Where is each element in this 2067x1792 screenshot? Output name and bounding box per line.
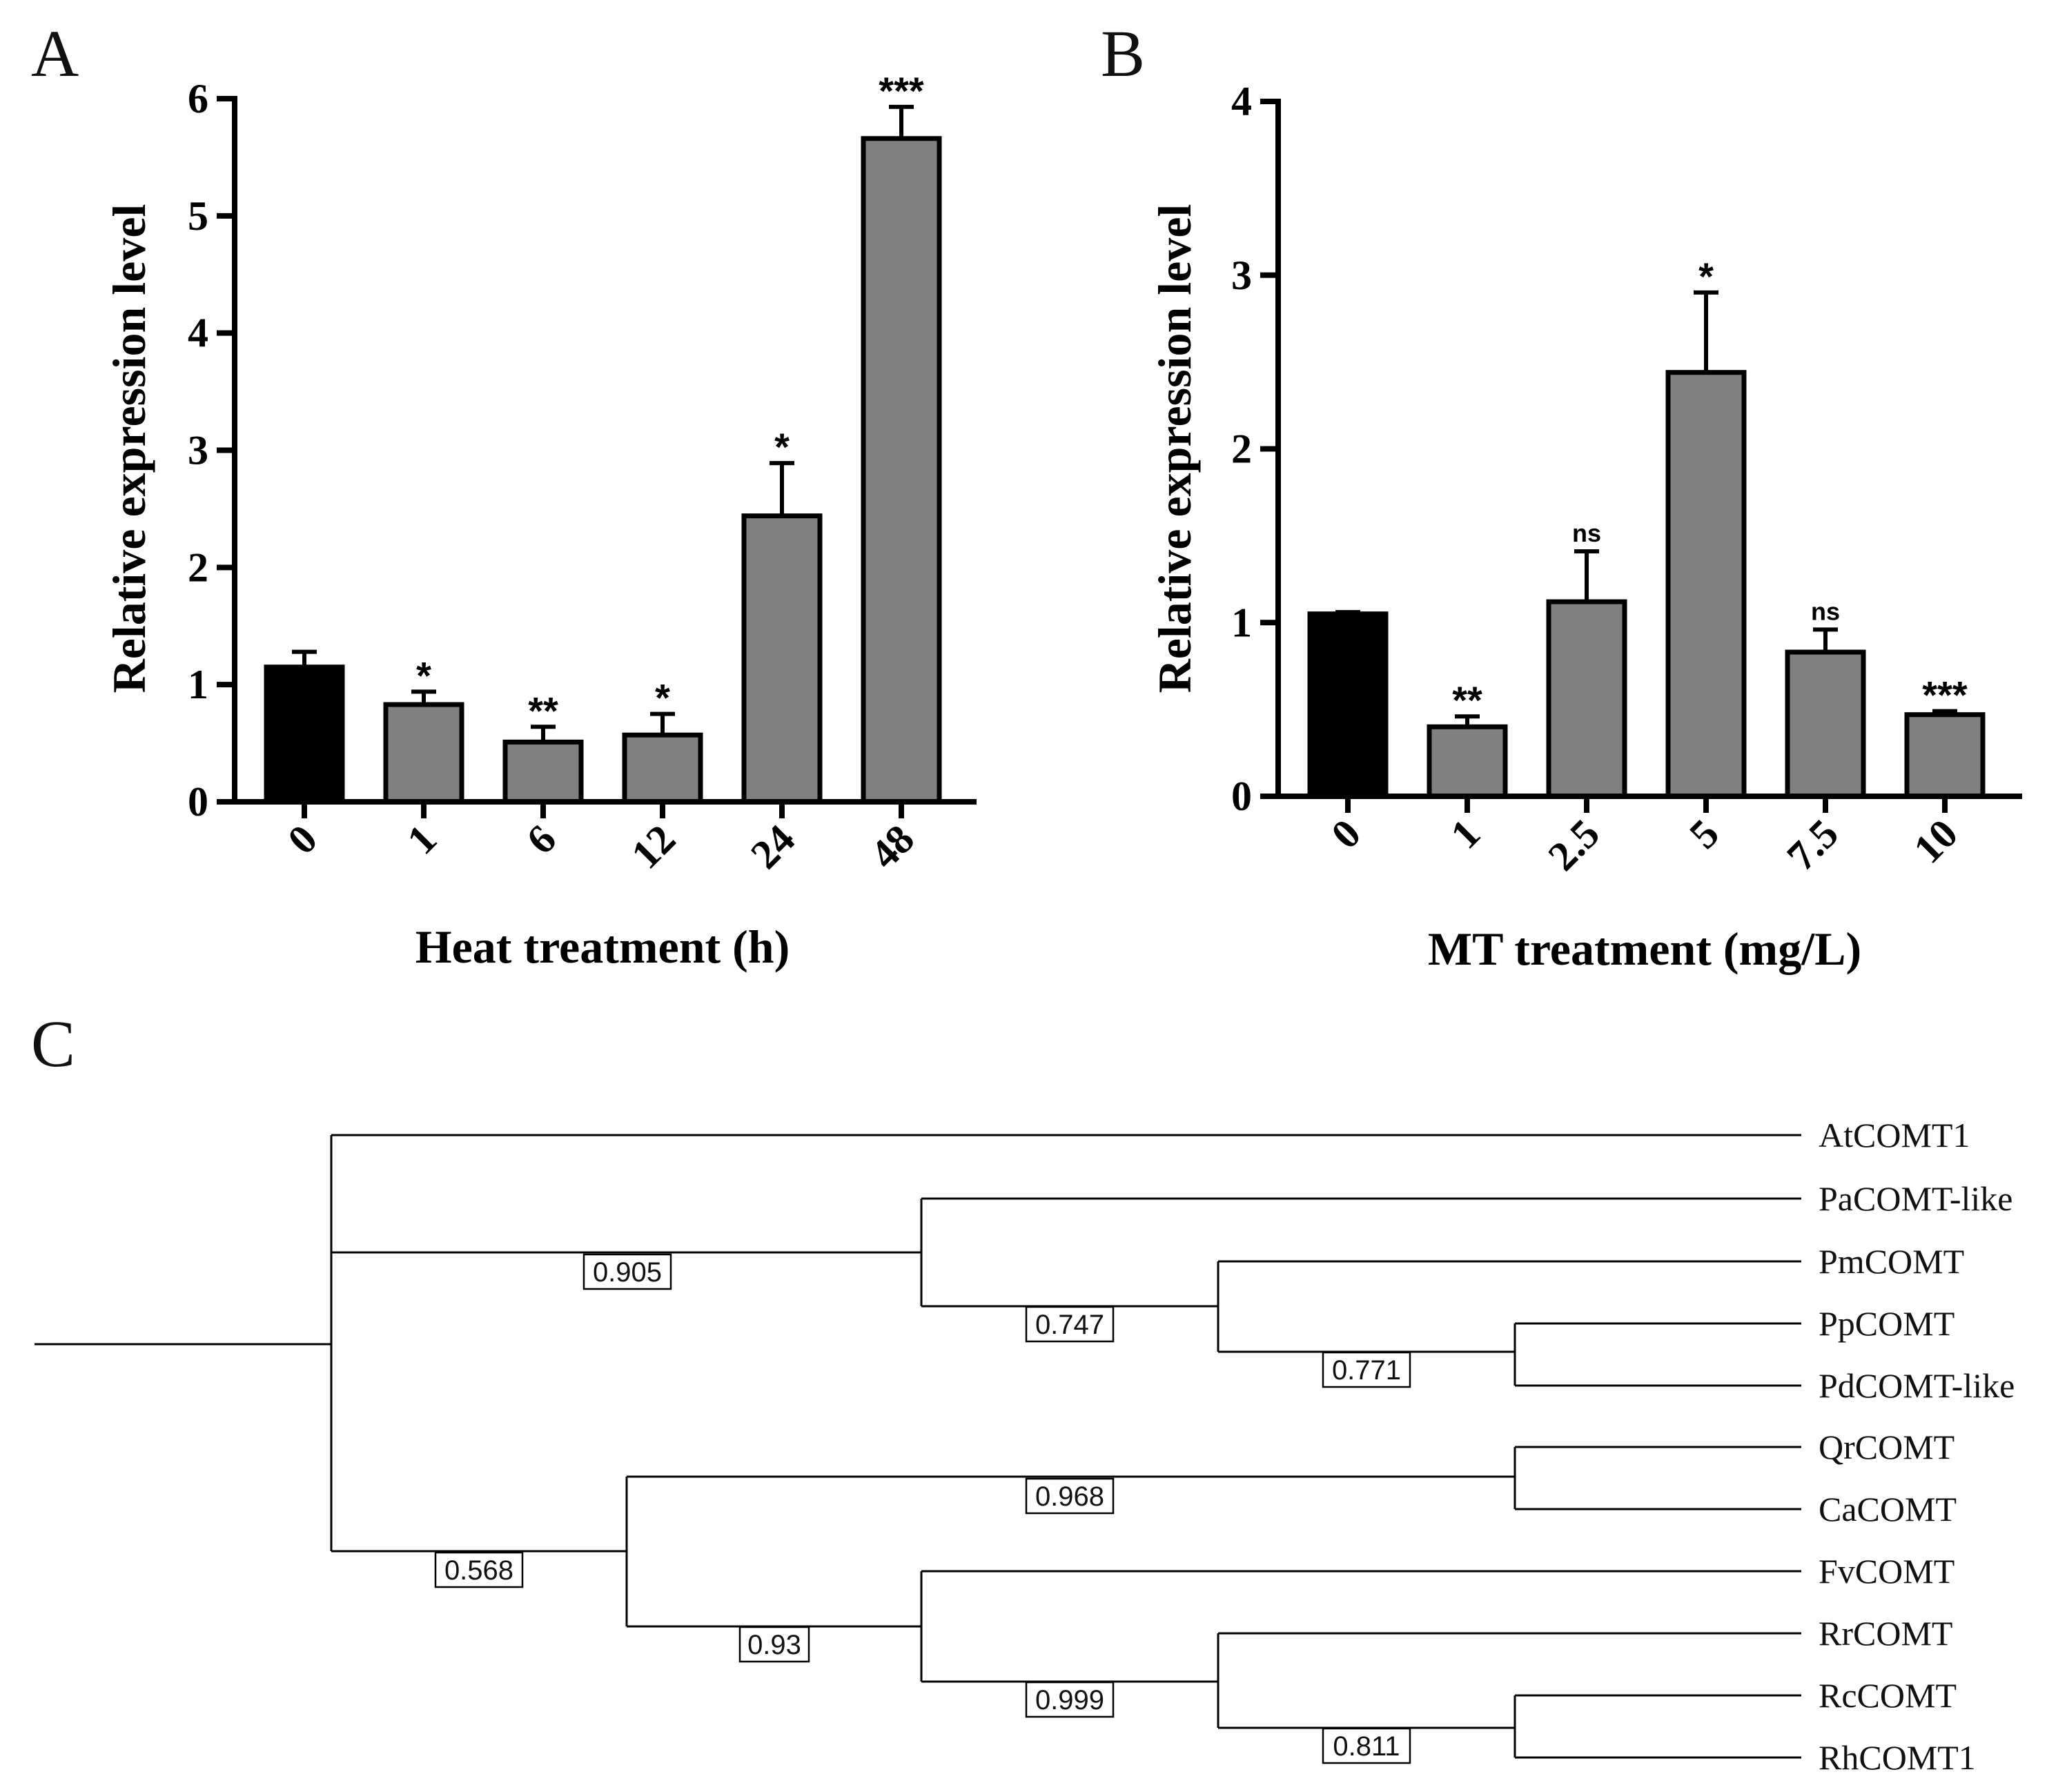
chart-a-x-tick-label: 1	[398, 816, 445, 863]
panel-label-b: B	[1101, 17, 1145, 90]
leaf-label: AtCOMT1	[1819, 1116, 1970, 1154]
bootstrap-value: 0.811	[1322, 1727, 1411, 1764]
chart-a-bar	[264, 664, 345, 805]
chart-b-bar	[1307, 611, 1389, 799]
chart-b-bar	[1904, 712, 1986, 799]
chart-b-ylabel: Relative expression level	[1148, 204, 1201, 693]
chart-b-significance-label: *	[1698, 255, 1714, 298]
bootstrap-value: 0.568	[434, 1551, 524, 1588]
chart-a: Relative expression level Heat treatment…	[103, 69, 977, 973]
chart-b-x-tick-label: 2.5	[1539, 811, 1608, 880]
chart-a-significance-label: ***	[879, 69, 924, 112]
phylogenetic-tree: AtCOMT1 PaCOMT-like PmCOMT PpCOMT PdCOMT…	[35, 1116, 2015, 1777]
chart-a-significance-label: *	[416, 653, 431, 697]
svg-text:0.905: 0.905	[593, 1257, 662, 1288]
chart-b-bar	[1665, 370, 1747, 799]
chart-b-x-tick-label: 0	[1322, 811, 1369, 858]
bootstrap-value: 0.747	[1025, 1306, 1115, 1343]
chart-b: Relative expression level MT treatment (…	[1148, 79, 2022, 975]
chart-a-y-tick-label: 5	[188, 193, 208, 239]
svg-text:0.811: 0.811	[1333, 1731, 1400, 1762]
chart-a-y-tick-label: 0	[188, 779, 208, 825]
chart-b-y-tick-label: 1	[1231, 600, 1252, 645]
panel-label-a: A	[31, 17, 79, 90]
svg-text:0.568: 0.568	[444, 1555, 513, 1586]
chart-b-y-tick-label: 4	[1231, 79, 1252, 124]
chart-a-bar	[622, 732, 703, 805]
chart-a-bar	[741, 513, 823, 805]
chart-b-significance-label: ns	[1811, 597, 1840, 625]
chart-a-ylabel: Relative expression level	[103, 204, 155, 693]
svg-text:0.747: 0.747	[1035, 1310, 1104, 1340]
panel-label-c: C	[31, 1007, 75, 1081]
chart-b-x-tick-label: 7.5	[1778, 811, 1847, 880]
chart-b-significance-label: ***	[1922, 673, 1968, 717]
leaf-label: PaCOMT-like	[1819, 1179, 2013, 1218]
chart-a-significance-label: **	[528, 689, 558, 732]
chart-b-y-tick-label: 2	[1231, 426, 1252, 472]
chart-b-y-tick-label: 3	[1231, 253, 1252, 298]
chart-b-bar	[1785, 649, 1866, 799]
chart-a-x-tick-label: 0	[279, 816, 326, 863]
leaf-label: PpCOMT	[1819, 1304, 1955, 1343]
chart-b-x-tick-label: 10	[1905, 811, 1966, 872]
chart-a-bar	[383, 702, 464, 805]
leaf-label: PdCOMT-like	[1819, 1366, 2015, 1405]
chart-a-y-tick-label: 3	[188, 428, 208, 473]
chart-b-significance-label: ns	[1572, 519, 1601, 547]
leaf-label: PmCOMT	[1819, 1242, 1964, 1281]
chart-b-y-tick-label: 0	[1231, 774, 1252, 819]
chart-a-xlabel: Heat treatment (h)	[415, 920, 790, 973]
chart-a-significance-label: *	[774, 425, 790, 469]
chart-a-y-tick-label: 2	[188, 544, 208, 590]
leaf-label: RrCOMT	[1819, 1614, 1952, 1653]
chart-b-xlabel: MT treatment (mg/L)	[1428, 923, 1861, 975]
bootstrap-value: 0.905	[582, 1253, 672, 1290]
leaf-label: RhCOMT1	[1819, 1738, 1976, 1777]
chart-a-x-tick-label: 48	[861, 816, 923, 878]
chart-a-bar	[502, 739, 584, 805]
svg-text:0.968: 0.968	[1035, 1481, 1104, 1512]
chart-a-y-tick-label: 6	[188, 76, 208, 121]
chart-a-y-tick-label: 4	[188, 311, 208, 356]
leaf-label: FvCOMT	[1819, 1552, 1955, 1591]
leaf-label: RcCOMT	[1819, 1676, 1957, 1715]
bootstrap-value: 0.771	[1322, 1351, 1411, 1388]
bootstrap-value: 0.968	[1025, 1477, 1115, 1515]
chart-a-x-tick-label: 12	[623, 816, 684, 878]
svg-text:0.771: 0.771	[1332, 1355, 1401, 1386]
chart-a-significance-label: *	[655, 676, 670, 720]
chart-b-bar	[1546, 599, 1627, 799]
leaf-label: QrCOMT	[1819, 1428, 1955, 1466]
bootstrap-value: 0.93	[738, 1626, 810, 1663]
leaf-label: CaCOMT	[1819, 1490, 1957, 1528]
svg-text:0.999: 0.999	[1035, 1685, 1104, 1715]
chart-a-x-tick-label: 6	[518, 816, 565, 863]
chart-a-x-tick-label: 24	[742, 816, 803, 878]
bootstrap-value: 0.999	[1025, 1681, 1115, 1718]
chart-b-x-tick-label: 5	[1681, 811, 1727, 858]
svg-text:0.93: 0.93	[747, 1630, 801, 1660]
chart-b-bar	[1427, 724, 1508, 799]
chart-a-bar	[861, 136, 942, 805]
chart-b-x-tick-label: 1	[1442, 811, 1489, 858]
chart-a-y-tick-label: 1	[188, 662, 208, 707]
chart-b-significance-label: **	[1452, 678, 1482, 722]
